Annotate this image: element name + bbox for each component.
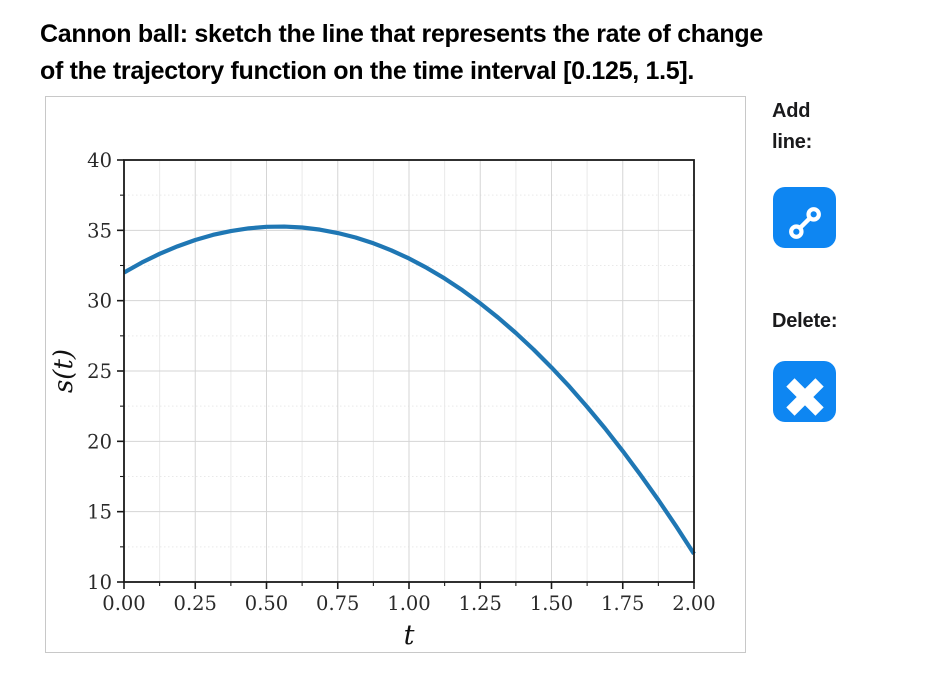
add-line-button[interactable] bbox=[773, 187, 836, 248]
delete-label: Delete: bbox=[772, 310, 838, 332]
line-segment-icon bbox=[788, 207, 821, 239]
svg-text:t: t bbox=[404, 620, 415, 651]
delete-button[interactable] bbox=[773, 361, 836, 422]
svg-text:15: 15 bbox=[87, 501, 112, 524]
svg-text:1.25: 1.25 bbox=[459, 592, 502, 615]
x-icon bbox=[785, 378, 824, 416]
svg-text:0.25: 0.25 bbox=[174, 592, 217, 615]
svg-text:1.00: 1.00 bbox=[387, 592, 430, 615]
page-title-line-1: Cannon ball: sketch the line that repres… bbox=[40, 20, 763, 48]
svg-text:1.75: 1.75 bbox=[601, 592, 644, 615]
svg-text:40: 40 bbox=[87, 149, 112, 172]
svg-text:25: 25 bbox=[87, 360, 112, 383]
svg-text:1.50: 1.50 bbox=[530, 592, 573, 615]
svg-text:30: 30 bbox=[87, 290, 112, 313]
svg-text:35: 35 bbox=[87, 219, 112, 242]
chart-card: 0.00 0.25 0.50 0.75 1.00 1.25 1.50 1.75 2.00 10 15… bbox=[45, 96, 746, 653]
svg-text:20: 20 bbox=[87, 430, 112, 453]
trajectory-chart[interactable]: 0.00 0.25 0.50 0.75 1.00 1.25 1.50 1.75 2.00 10 15… bbox=[46, 97, 745, 652]
side-panel: Add line: Delete: bbox=[772, 96, 922, 422]
page-title: Cannon ball: sketch the line that repres… bbox=[40, 16, 763, 90]
svg-text:10: 10 bbox=[87, 571, 112, 594]
add-line-label: Add line: bbox=[772, 100, 813, 153]
svg-text:s(t): s(t) bbox=[49, 349, 79, 393]
svg-text:0.50: 0.50 bbox=[245, 592, 288, 615]
svg-text:0.75: 0.75 bbox=[316, 592, 359, 615]
page-title-line-2: of the trajectory function on the time i… bbox=[40, 57, 695, 85]
svg-text:0.00: 0.00 bbox=[102, 592, 145, 615]
svg-text:2.00: 2.00 bbox=[672, 592, 715, 615]
